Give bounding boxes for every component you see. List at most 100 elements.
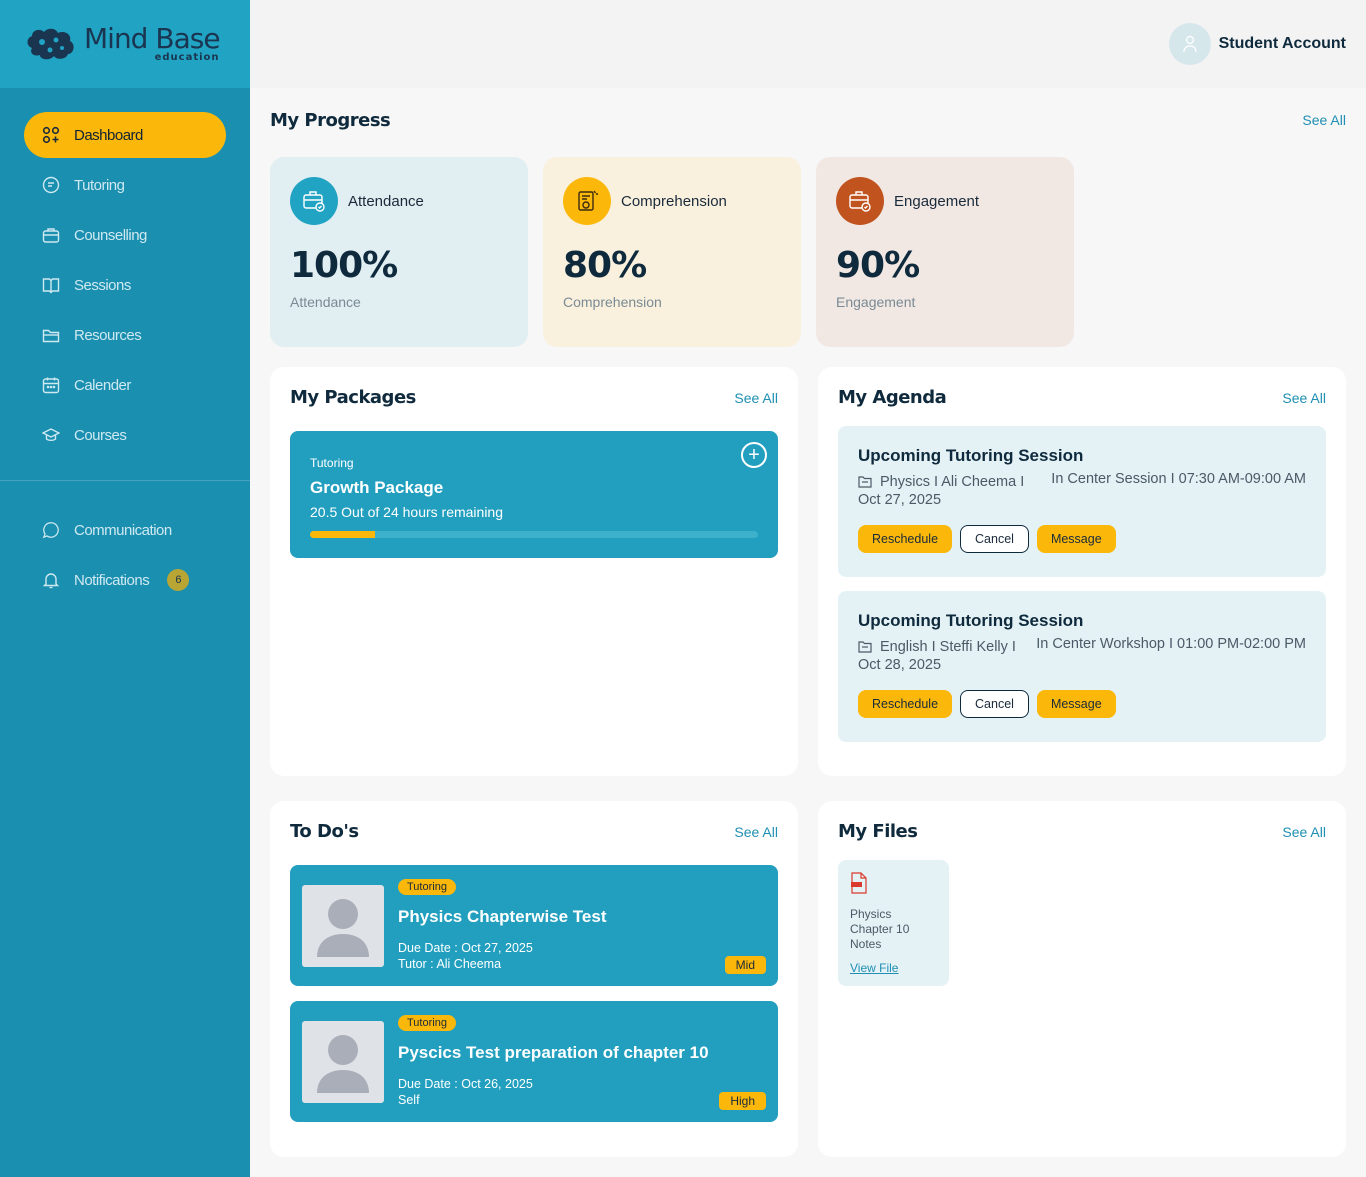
todos-title: To Do's — [290, 821, 359, 842]
package-progress-bar — [310, 531, 758, 538]
package-hours: 20.5 Out of 24 hours remaining — [310, 504, 504, 520]
sidebar-item-sessions[interactable]: Sessions — [24, 262, 226, 308]
account-menu[interactable]: Student Account — [1168, 23, 1346, 65]
sidebar-item-label: Calender — [74, 376, 131, 394]
package-card[interactable]: Tutoring Growth Package 20.5 Out of 24 h… — [290, 431, 778, 558]
folder-icon — [858, 640, 872, 657]
sidebar-item-communication[interactable]: Communication — [24, 507, 226, 553]
todo-assignee: Tutor : Ali Cheema — [398, 957, 502, 971]
comprehension-label: Comprehension — [621, 192, 727, 210]
reschedule-button[interactable]: Reschedule — [858, 690, 953, 718]
todo-tag: Tutoring — [398, 879, 456, 895]
cancel-button[interactable]: Cancel — [960, 525, 1029, 553]
todo-due-date: Due Date : Oct 26, 2025 — [398, 1077, 533, 1091]
packages-see-all-link[interactable]: See All — [734, 389, 778, 406]
sidebar-item-label: Courses — [74, 426, 127, 444]
grid-icon — [42, 126, 60, 144]
engagement-sub: Engagement — [836, 294, 916, 310]
graduation-cap-icon — [42, 426, 60, 444]
agenda-item-date: Oct 28, 2025 — [858, 657, 942, 673]
agenda-item: Upcoming Tutoring Session English I Stef… — [838, 591, 1326, 742]
packages-title: My Packages — [290, 387, 416, 408]
agenda-item-title: Upcoming Tutoring Session — [858, 611, 1084, 630]
comprehension-value: 80% — [563, 245, 647, 286]
comprehension-sub: Comprehension — [563, 294, 662, 310]
package-progress-fill — [310, 531, 375, 538]
sidebar-header: Mind Base education — [0, 0, 250, 88]
files-title: My Files — [838, 821, 918, 842]
pdf-file-icon — [850, 872, 868, 898]
logo[interactable]: Mind Base education — [24, 25, 221, 63]
user-icon — [1182, 35, 1197, 53]
user-placeholder-icon — [302, 885, 384, 967]
reschedule-button[interactable]: Reschedule — [858, 525, 953, 553]
todo-title: Physics Chapterwise Test — [398, 907, 607, 926]
attendance-icon — [290, 177, 338, 225]
agenda-item-who: English I Steffi Kelly I — [880, 639, 1016, 655]
comprehension-icon — [563, 177, 611, 225]
files-panel: My Files See All Physics Chapter 10 Note… — [818, 801, 1346, 1157]
engagement-card[interactable]: Engagement 90% Engagement — [816, 157, 1074, 347]
sidebar-item-calender[interactable]: Calender — [24, 362, 226, 408]
avatar — [1168, 23, 1211, 65]
sidebar-item-resources[interactable]: Resources — [24, 312, 226, 358]
agenda-item: Upcoming Tutoring Session Physics I Ali … — [838, 426, 1326, 577]
sidebar-item-label: Notifications — [74, 571, 150, 589]
view-file-link[interactable]: View File — [850, 961, 899, 975]
agenda-item-info: In Center Workshop I 01:00 PM-02:00 PM — [1036, 636, 1306, 652]
todo-item[interactable]: Tutoring Physics Chapterwise Test Due Da… — [290, 865, 778, 986]
todo-due-date: Due Date : Oct 27, 2025 — [398, 941, 533, 955]
sidebar-divider — [0, 480, 250, 481]
packages-panel: My Packages See All Tutoring Growth Pack… — [270, 367, 798, 776]
files-see-all-link[interactable]: See All — [1282, 823, 1326, 840]
progress-title: My Progress — [270, 110, 391, 131]
agenda-item-info: In Center Session I 07:30 AM-09:00 AM — [1051, 471, 1306, 487]
main-content: My Progress See All Attendance 100% Atte… — [250, 88, 1366, 1177]
sidebar-item-tutoring[interactable]: Tutoring — [24, 162, 226, 208]
top-header: Student Account — [250, 0, 1366, 88]
message-button[interactable]: Message — [1036, 525, 1116, 553]
todo-tag: Tutoring — [398, 1015, 456, 1031]
package-type: Tutoring — [310, 456, 354, 470]
agenda-item-who: Physics I Ali Cheema I — [880, 474, 1025, 490]
package-name: Growth Package — [310, 478, 444, 497]
agenda-panel: My Agenda See All Upcoming Tutoring Sess… — [818, 367, 1346, 776]
priority-badge: Mid — [724, 956, 766, 974]
sidebar-item-label: Sessions — [74, 276, 131, 294]
agenda-title: My Agenda — [838, 387, 947, 408]
sidebar-item-notifications[interactable]: Notifications 6 — [24, 557, 226, 603]
attendance-sub: Attendance — [290, 294, 361, 310]
sidebar-item-courses[interactable]: Courses — [24, 412, 226, 458]
sidebar-item-label: Counselling — [74, 226, 147, 244]
sidebar-item-label: Resources — [74, 326, 142, 344]
calendar-icon — [42, 376, 60, 394]
cancel-button[interactable]: Cancel — [960, 690, 1029, 718]
agenda-item-title: Upcoming Tutoring Session — [858, 446, 1084, 465]
progress-see-all-link[interactable]: See All — [1302, 112, 1346, 128]
attendance-value: 100% — [290, 245, 398, 286]
bell-icon — [42, 571, 60, 589]
add-package-button[interactable]: + — [741, 442, 767, 468]
sidebar-item-dashboard[interactable]: Dashboard — [24, 112, 226, 158]
todo-item[interactable]: Tutoring Pyscics Test preparation of cha… — [290, 1001, 778, 1122]
file-card[interactable]: Physics Chapter 10 Notes View File — [838, 860, 949, 986]
sidebar: Mind Base education Dashboard Tutoring C… — [0, 0, 250, 1177]
sidebar-item-label: Communication — [74, 521, 172, 539]
brand-tagline: education — [154, 52, 220, 63]
user-placeholder-icon — [302, 1021, 384, 1103]
folder-icon — [42, 326, 60, 344]
account-name: Student Account — [1218, 35, 1346, 52]
todo-title: Pyscics Test preparation of chapter 10 — [398, 1043, 709, 1062]
agenda-see-all-link[interactable]: See All — [1282, 389, 1326, 406]
book-icon — [42, 276, 60, 294]
message-button[interactable]: Message — [1036, 690, 1116, 718]
todos-see-all-link[interactable]: See All — [734, 823, 778, 840]
plus-icon: + — [748, 444, 760, 466]
notification-count-badge: 6 — [167, 569, 190, 591]
sidebar-item-counselling[interactable]: Counselling — [24, 212, 226, 258]
todo-assignee: Self — [398, 1093, 420, 1107]
sidebar-nav: Dashboard Tutoring Counselling Sessions … — [0, 88, 250, 458]
comprehension-card[interactable]: Comprehension 80% Comprehension — [543, 157, 801, 347]
attendance-card[interactable]: Attendance 100% Attendance — [270, 157, 528, 347]
todos-panel: To Do's See All Tutoring Physics Chapter… — [270, 801, 798, 1157]
